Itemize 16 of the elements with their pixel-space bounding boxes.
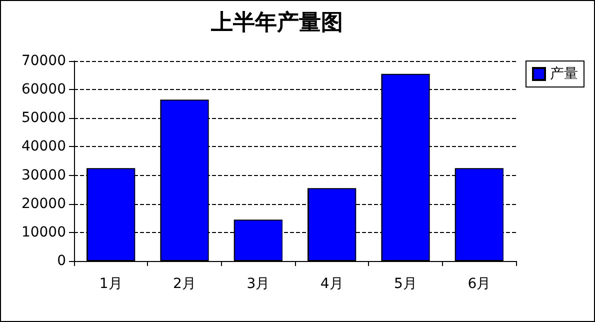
x-tick-label: 2月	[173, 276, 196, 292]
x-tick-label: 3月	[246, 276, 270, 292]
y-tick-label: 50000	[21, 110, 66, 126]
x-tick-label: 1月	[99, 276, 122, 292]
y-tick-label: 30000	[21, 167, 66, 184]
y-tick-label: 60000	[21, 82, 66, 98]
x-tick-label: 5月	[394, 276, 417, 292]
y-tick-label: 0	[57, 253, 66, 269]
y-tick-label: 10000	[21, 224, 66, 240]
y-tick-label: 20000	[21, 196, 66, 212]
y-tick-label: 70000	[21, 53, 66, 69]
x-tick-label: 4月	[320, 276, 344, 292]
y-tick-label: 40000	[21, 138, 66, 155]
legend-label: 产量	[550, 66, 578, 82]
x-tick-label: 6月	[468, 276, 491, 292]
chart-title: 上半年产量图	[210, 10, 343, 36]
